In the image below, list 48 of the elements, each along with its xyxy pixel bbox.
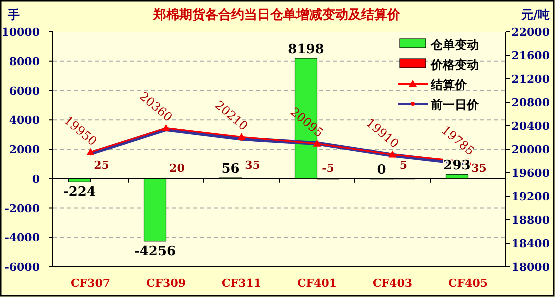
chart-title: 郑棉期货各合约当日仓单增减变动及结算价: [152, 7, 402, 23]
y2-tick-label: 18400: [512, 238, 550, 250]
data-label: 8198: [288, 42, 324, 58]
y-tick-label: -4000: [4, 232, 40, 245]
y2-tick-label: 18000: [512, 261, 550, 274]
y2-axis-title: 元/吨: [520, 8, 550, 22]
legend-label: 结算价: [430, 78, 468, 92]
y2-tick-label: 21200: [512, 73, 550, 86]
y2-tick-label: 19200: [512, 190, 550, 204]
x-tick-label: CF405: [448, 277, 488, 290]
legend-label: 前一日价: [430, 98, 480, 112]
legend-label: 仓单变动: [430, 38, 479, 52]
y-tick-label: -2000: [4, 202, 40, 216]
data-label: 5: [400, 158, 408, 172]
y-axis-title: 手: [7, 8, 20, 22]
x-tick-label: CF307: [70, 277, 111, 290]
y-tick-label: 8000: [9, 55, 40, 68]
point: [162, 124, 170, 132]
data-label: 0: [377, 162, 386, 178]
x-tick-label: CF311: [222, 277, 262, 290]
y2-tick-label: 20000: [512, 144, 550, 156]
y-tick-label: 0: [32, 172, 40, 186]
y2-tick-label: 19600: [512, 167, 550, 180]
y-tick-label: 2000: [9, 144, 40, 156]
y2-tick-label: 21600: [512, 50, 550, 62]
x-tick-label: CF309: [146, 277, 186, 290]
point: [388, 150, 397, 158]
data-label: 20: [170, 162, 186, 175]
data-label: -224: [63, 185, 96, 200]
point: [86, 148, 95, 156]
y-tick-label: 6000: [9, 84, 40, 98]
data-label: 25: [94, 158, 110, 172]
y-tick-label: 10000: [2, 26, 40, 39]
data-label: 35: [472, 162, 487, 175]
data-label: 35: [245, 158, 260, 172]
y2-tick-label: 22000: [512, 26, 550, 39]
x-tick-label: CF403: [372, 277, 413, 290]
data-label: -4256: [134, 244, 176, 260]
data-label: 56: [222, 162, 240, 178]
x-tick-label: CF401: [297, 277, 338, 290]
y2-tick-label: 20400: [512, 120, 550, 133]
y2-tick-label: 18800: [512, 214, 550, 227]
data-label: -5: [322, 162, 334, 175]
legend-label: 价格变动: [430, 58, 479, 72]
y-tick-label: -6000: [4, 261, 40, 274]
point: [238, 133, 246, 140]
y2-tick-label: 20800: [512, 96, 550, 110]
y-tick-label: 4000: [9, 114, 40, 128]
